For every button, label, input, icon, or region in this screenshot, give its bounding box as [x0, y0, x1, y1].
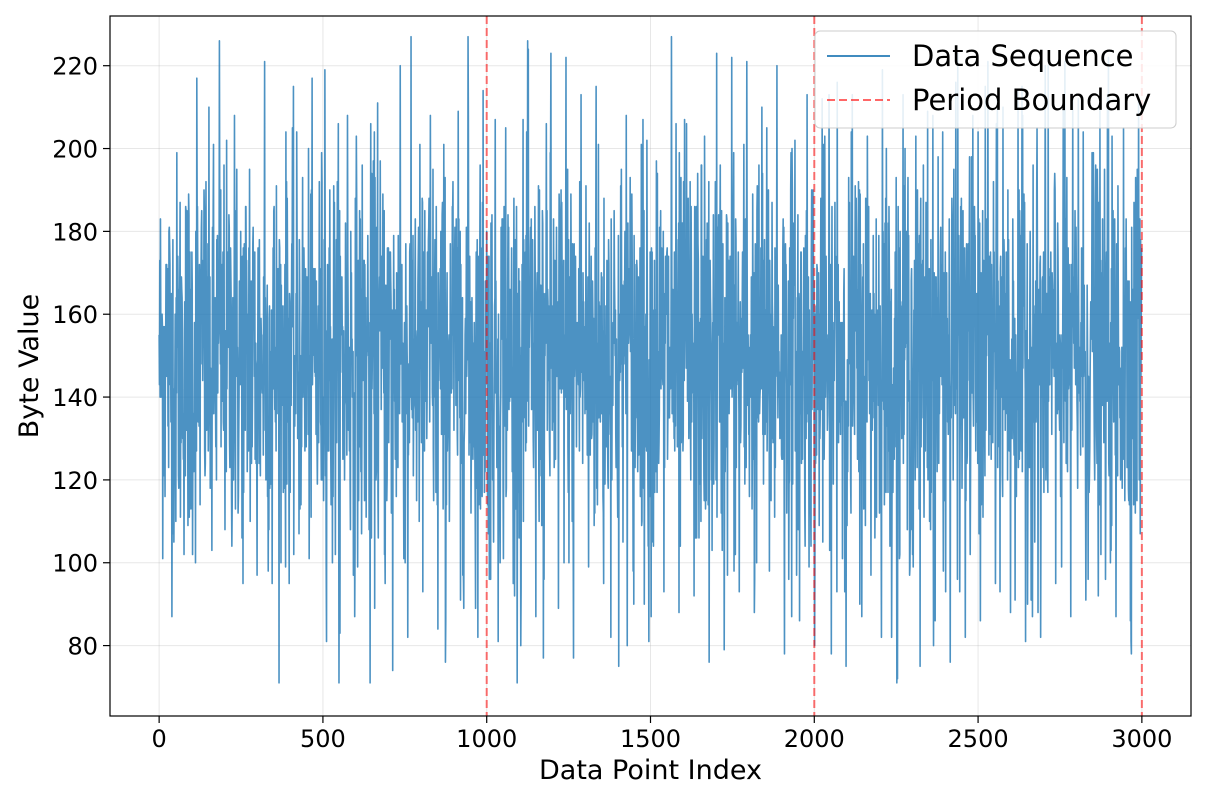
x-tick-label: 0: [151, 725, 166, 753]
y-tick-label: 220: [52, 53, 98, 81]
legend-box: [814, 30, 1177, 129]
legend: Data Sequence Period Boundary: [814, 30, 1177, 129]
x-tick-label: 1500: [620, 725, 681, 753]
y-tick-label: 160: [52, 301, 98, 329]
axes: 0 500 1000 1500 2000 2500 3000 80 100 120 140 160 18…: [52, 15, 1192, 753]
y-tick-label: 180: [52, 218, 98, 246]
x-tick-label: 2500: [948, 725, 1009, 753]
legend-label: Period Boundary: [912, 83, 1151, 117]
y-tick-label: 200: [52, 136, 98, 164]
y-axis-label: Byte Value: [14, 294, 45, 438]
y-tick-label: 80: [67, 633, 98, 661]
x-axis-label: Data Point Index: [539, 755, 762, 786]
y-tick-label: 100: [52, 550, 98, 578]
series-line-data-sequence: [158, 35, 1143, 684]
legend-label: Data Sequence: [912, 39, 1134, 73]
x-tick-label: 2000: [784, 725, 845, 753]
x-tick-label: 3000: [1111, 725, 1172, 753]
x-tick-label: 500: [300, 725, 346, 753]
y-tick-label: 120: [52, 467, 98, 495]
x-tick-label: 1000: [456, 725, 517, 753]
plot-content: [158, 16, 1143, 716]
y-tick-label: 140: [52, 384, 98, 412]
